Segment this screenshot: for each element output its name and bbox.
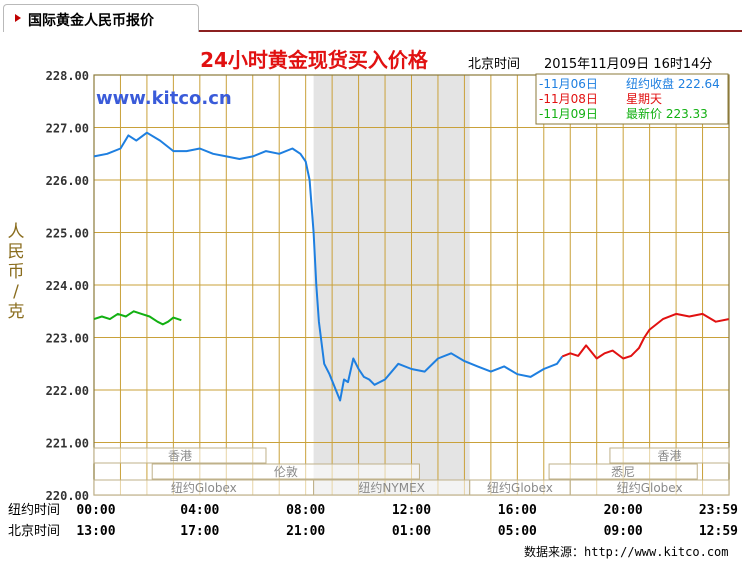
session-label: 香港: [657, 449, 681, 463]
session-label: 悉尼: [611, 465, 635, 479]
header-rule: [199, 30, 742, 32]
y-tick-label: 225.00: [46, 227, 89, 241]
row-label-ny: 纽约时间: [8, 503, 60, 518]
y-axis-label-char: /: [13, 282, 19, 302]
x-tick-bj: 09:00: [604, 524, 643, 539]
session-label: 纽约Globex: [487, 480, 553, 495]
session-box: [151, 463, 420, 480]
legend-text: 最新价 223.33: [626, 106, 708, 121]
session-box: [609, 447, 730, 464]
legend-text: 星期天: [626, 92, 662, 106]
series-line-11月09日: [93, 310, 182, 326]
panel-tab[interactable]: 国际黄金人民币报价: [3, 4, 199, 32]
watermark: www.kitco.cn: [96, 88, 232, 109]
series-line-11月06日: [93, 131, 564, 402]
session-label: 纽约Globex: [617, 480, 683, 495]
panel-title: 国际黄金人民币报价: [28, 13, 154, 29]
x-tick-bj: 17:00: [180, 524, 219, 539]
x-tick-bj: 01:00: [392, 524, 431, 539]
session-label: 香港: [168, 449, 192, 463]
y-tick-label: 223.00: [46, 332, 89, 346]
y-tick-label: 228.00: [46, 69, 89, 83]
legend-date: -11月06日: [539, 77, 598, 91]
y-tick-label: 226.00: [46, 174, 89, 188]
y-axis-label-char: 克: [8, 302, 25, 322]
y-axis-label-char: 币: [8, 262, 25, 282]
y-tick-label: 224.00: [46, 279, 89, 293]
session-box: [569, 479, 730, 496]
legend-date: -11月09日: [539, 107, 598, 121]
session-label: 伦敦: [274, 464, 298, 479]
y-axis-label-char: 人: [8, 222, 25, 242]
session-label: 纽约NYMEX: [358, 480, 424, 495]
y-tick-label: 220.00: [46, 489, 89, 503]
x-tick-bj: 05:00: [498, 524, 537, 539]
legend-text: 纽约收盘 222.64: [626, 76, 720, 91]
y-tick-label: 227.00: [46, 122, 89, 136]
y-tick-label: 222.00: [46, 384, 89, 398]
row-label-bj: 北京时间: [8, 524, 60, 539]
x-tick-ny: 04:00: [180, 503, 219, 518]
panel-header: 国际黄金人民币报价: [0, 0, 748, 33]
x-tick-ny: 12:00: [392, 503, 431, 518]
chart-title: 24小时黄金现货买入价格: [200, 48, 429, 72]
x-tick-ny: 16:00: [498, 503, 537, 518]
y-tick-label: 221.00: [46, 437, 89, 451]
gold-price-chart: 228.00 227.00 226.00 225.00 224.00 223.00 222.…: [8, 48, 739, 539]
timestamp: 2015年11月09日 16时14分: [544, 57, 712, 72]
x-tick-ny: 20:00: [604, 503, 643, 518]
y-axis-label-char: 民: [8, 242, 25, 262]
x-tick-ny: 00:00: [76, 503, 115, 518]
session-box: [548, 463, 698, 480]
legend-box: [535, 73, 729, 125]
x-tick-ny: 08:00: [286, 503, 325, 518]
x-tick-bj: 12:59: [699, 524, 738, 539]
legend-date: -11月08日: [539, 92, 598, 106]
x-tick-bj: 13:00: [76, 524, 115, 539]
triangle-bullet-icon: [15, 14, 21, 22]
session-label: 纽约Globex: [171, 480, 237, 495]
time-label: 北京时间: [468, 57, 520, 72]
series-line-11月08日: [561, 312, 729, 360]
x-tick-bj: 21:00: [286, 524, 325, 539]
x-tick-ny: 23:59: [699, 503, 738, 518]
data-source: 数据来源：http://www.kitco.com: [524, 545, 729, 559]
session-box: [93, 447, 267, 464]
